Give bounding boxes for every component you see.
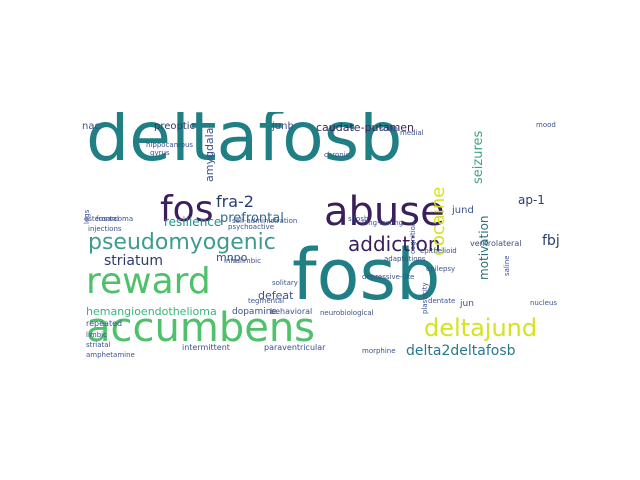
cloud-word: behavioral [270, 307, 313, 316]
cloud-word: adaptations [384, 255, 426, 263]
cloud-word: psychoactive [228, 223, 275, 231]
cloud-word: prefrontal [220, 211, 284, 226]
cloud-word: fbj [542, 233, 560, 249]
cloud-word: delta2deltafosb [406, 343, 516, 359]
cloud-word: solitary [272, 279, 298, 287]
cloud-word: injections [88, 225, 122, 233]
cloud-word: self-administration [232, 217, 298, 225]
cloud-word: amygdala [203, 127, 216, 182]
cloud-word: morphine [362, 347, 396, 355]
cloud-word: frontal [96, 215, 119, 223]
cloud-word: neurobiological [320, 309, 374, 317]
cloud-word: hippocampus [146, 141, 194, 149]
cloud-word: fos [160, 189, 214, 230]
cloud-word: addiction [348, 232, 441, 256]
cloud-word: preoptic [154, 121, 196, 132]
cloud-word: seizures [471, 130, 486, 184]
cloud-word: osteosarcoma [84, 215, 134, 223]
cloud-word: fra-2 [216, 192, 254, 211]
cloud-word: saline [503, 255, 511, 276]
word-cloud: deltafosb fosb accumbens reward abuse fo… [80, 112, 576, 368]
cloud-word: junb [272, 121, 294, 132]
cloud-word: abuse [324, 189, 445, 235]
cloud-word: medial [400, 129, 424, 137]
cloud-word: fosb [292, 234, 441, 316]
cloud-word: amphetamine [86, 351, 135, 359]
cloud-word: resilience [164, 215, 222, 229]
cloud-word: jun [460, 299, 474, 309]
cloud-word: dentate [428, 297, 456, 305]
cloud-word: long-lasting [362, 219, 404, 227]
cloud-word: reward [86, 261, 211, 302]
cloud-word: cocaine [428, 186, 449, 256]
cloud-word: social [380, 125, 400, 133]
cloud-word: deltajund [424, 314, 538, 342]
cloud-word: caudate-putamen [316, 121, 414, 134]
cloud-word: defeat [258, 289, 294, 302]
cloud-word: ap-1 [518, 193, 545, 207]
cloud-word: infralimbic [224, 257, 261, 265]
cloud-word: paraventricular [264, 343, 326, 352]
cloud-word: dopamine [232, 307, 277, 317]
cloud-word: epithelioid [420, 247, 457, 255]
cloud-word: nac [82, 121, 100, 132]
cloud-word: depressive-like [362, 273, 415, 281]
cloud-word: jund [452, 205, 474, 216]
cloud-word: pseudomyogenic [88, 230, 276, 255]
cloud-word: striatum [104, 253, 164, 269]
cloud-word: gyrus [150, 149, 170, 157]
cloud-word: mood [536, 121, 556, 129]
cloud-word: mnpo [216, 251, 248, 264]
cloud-word: hemangioendothelioma [86, 305, 217, 318]
cloud-word: limbic [86, 331, 107, 339]
cloud-word: cognition [409, 221, 417, 254]
cloud-word: ventrolateral [470, 239, 522, 248]
cloud-word: nucleus [530, 299, 558, 307]
cloud-word: legs [83, 209, 91, 224]
cloud-word: chronic [324, 151, 350, 159]
cloud-word: deltafosb [86, 112, 403, 177]
cloud-word: repeated [86, 319, 123, 328]
cloud-word: intermittent [182, 343, 230, 352]
cloud-word: epilepsy [426, 265, 456, 273]
cloud-word: striatal [86, 341, 111, 349]
cloud-word: tegmental [248, 297, 285, 305]
cloud-word: sifosb [348, 215, 369, 223]
cloud-word: accumbens [86, 305, 316, 351]
